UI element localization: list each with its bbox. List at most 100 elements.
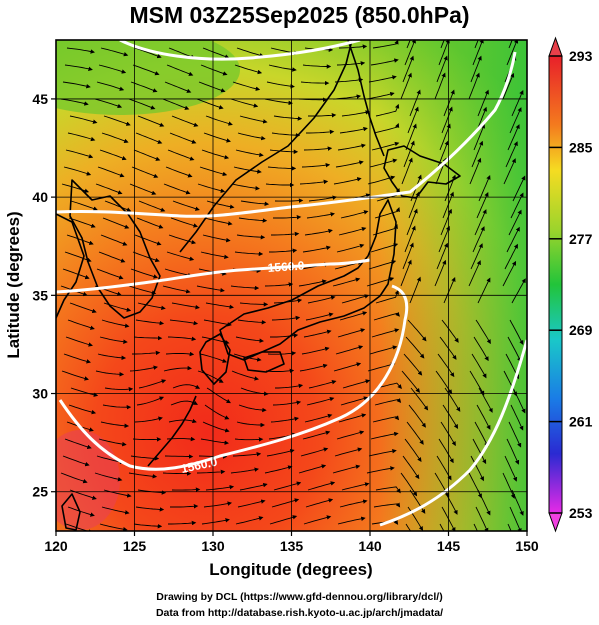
streamline bbox=[96, 81, 125, 91]
streamline bbox=[196, 285, 225, 293]
streamline bbox=[370, 243, 399, 253]
x-tick-label: 135 bbox=[280, 538, 304, 554]
contour-1560-south bbox=[58, 284, 409, 471]
streamline bbox=[270, 416, 300, 423]
streamline bbox=[408, 404, 426, 428]
streamline bbox=[301, 346, 330, 355]
streamline bbox=[477, 277, 491, 304]
streamline bbox=[470, 455, 484, 482]
streamline bbox=[434, 472, 450, 498]
streamline bbox=[128, 98, 156, 110]
streamline bbox=[69, 302, 97, 314]
streamline bbox=[234, 437, 264, 442]
streamline bbox=[99, 149, 127, 161]
coastline-shikoku bbox=[243, 351, 285, 373]
streamline bbox=[341, 482, 370, 491]
streamline bbox=[302, 245, 331, 253]
streamline bbox=[206, 200, 235, 209]
streamline bbox=[372, 40, 399, 49]
streamline bbox=[200, 438, 230, 445]
streamline bbox=[441, 319, 459, 343]
streamline bbox=[303, 329, 332, 338]
streamline bbox=[169, 132, 197, 144]
streamline bbox=[62, 81, 91, 89]
streamline bbox=[333, 362, 362, 372]
streamline bbox=[300, 447, 329, 457]
streamline bbox=[134, 234, 162, 246]
streamline bbox=[270, 333, 299, 338]
streamline bbox=[271, 315, 301, 321]
streamline bbox=[471, 140, 484, 168]
streamline bbox=[95, 183, 123, 195]
streamline bbox=[273, 115, 303, 121]
streamline bbox=[402, 55, 414, 83]
streamline bbox=[134, 47, 162, 59]
streamline bbox=[403, 353, 423, 376]
streamline bbox=[132, 251, 160, 263]
streamline bbox=[167, 336, 197, 342]
streamline bbox=[62, 268, 90, 280]
streamline bbox=[135, 506, 165, 512]
streamline bbox=[130, 268, 158, 279]
streamline bbox=[196, 98, 224, 110]
streamline bbox=[404, 225, 416, 253]
streamline bbox=[368, 448, 397, 457]
streamline bbox=[410, 387, 429, 411]
streamline bbox=[67, 132, 96, 142]
streamline bbox=[231, 370, 260, 381]
streamline bbox=[308, 113, 337, 118]
streamline bbox=[438, 225, 450, 253]
streamline bbox=[409, 276, 421, 304]
coastline-hokkaido bbox=[383, 145, 461, 199]
streamline bbox=[102, 217, 130, 229]
streamline bbox=[206, 387, 231, 404]
wind-streamlines bbox=[60, 40, 526, 531]
streamline bbox=[502, 472, 515, 499]
streamline bbox=[100, 234, 128, 246]
streamline bbox=[302, 430, 331, 440]
streamline bbox=[510, 192, 524, 219]
streamline bbox=[169, 319, 199, 326]
streamline bbox=[507, 336, 522, 363]
streamline bbox=[509, 319, 524, 345]
streamline bbox=[369, 345, 398, 355]
streamline bbox=[371, 141, 400, 151]
streamline bbox=[165, 166, 193, 178]
streamline bbox=[203, 501, 233, 508]
streamline bbox=[99, 523, 128, 531]
x-tick-label: 130 bbox=[201, 538, 225, 554]
streamline bbox=[170, 217, 198, 228]
streamline bbox=[132, 437, 162, 442]
streamline bbox=[67, 319, 95, 330]
y-tick-label: 30 bbox=[32, 386, 48, 402]
streamline bbox=[132, 350, 161, 356]
streamline bbox=[370, 431, 399, 440]
streamline bbox=[238, 217, 268, 223]
axis-ticks: 120 125 130 135 140 145 150 25 30 35 40 45 bbox=[32, 91, 538, 554]
colorbar-tick-label: 269 bbox=[569, 322, 593, 338]
y-tick-label: 35 bbox=[32, 287, 48, 303]
x-tick-label: 125 bbox=[123, 538, 147, 554]
temperature-field-east bbox=[380, 40, 527, 531]
streamline bbox=[70, 200, 98, 211]
streamline bbox=[334, 447, 363, 457]
streamline bbox=[168, 418, 197, 424]
streamline bbox=[103, 115, 131, 126]
streamline bbox=[301, 162, 331, 168]
streamline bbox=[511, 489, 524, 516]
streamline bbox=[401, 370, 420, 393]
streamline bbox=[235, 336, 265, 343]
streamline bbox=[162, 471, 192, 476]
streamline bbox=[406, 421, 424, 445]
coastline-ryukyu bbox=[147, 395, 197, 467]
streamline bbox=[128, 472, 158, 479]
streamline bbox=[171, 115, 199, 127]
streamline bbox=[502, 72, 515, 100]
coastlines bbox=[56, 40, 461, 531]
streamline bbox=[506, 40, 519, 66]
streamline bbox=[237, 319, 267, 325]
x-tick-label: 120 bbox=[44, 538, 68, 554]
streamline bbox=[230, 98, 259, 108]
streamline bbox=[97, 166, 125, 178]
streamline bbox=[100, 421, 130, 429]
